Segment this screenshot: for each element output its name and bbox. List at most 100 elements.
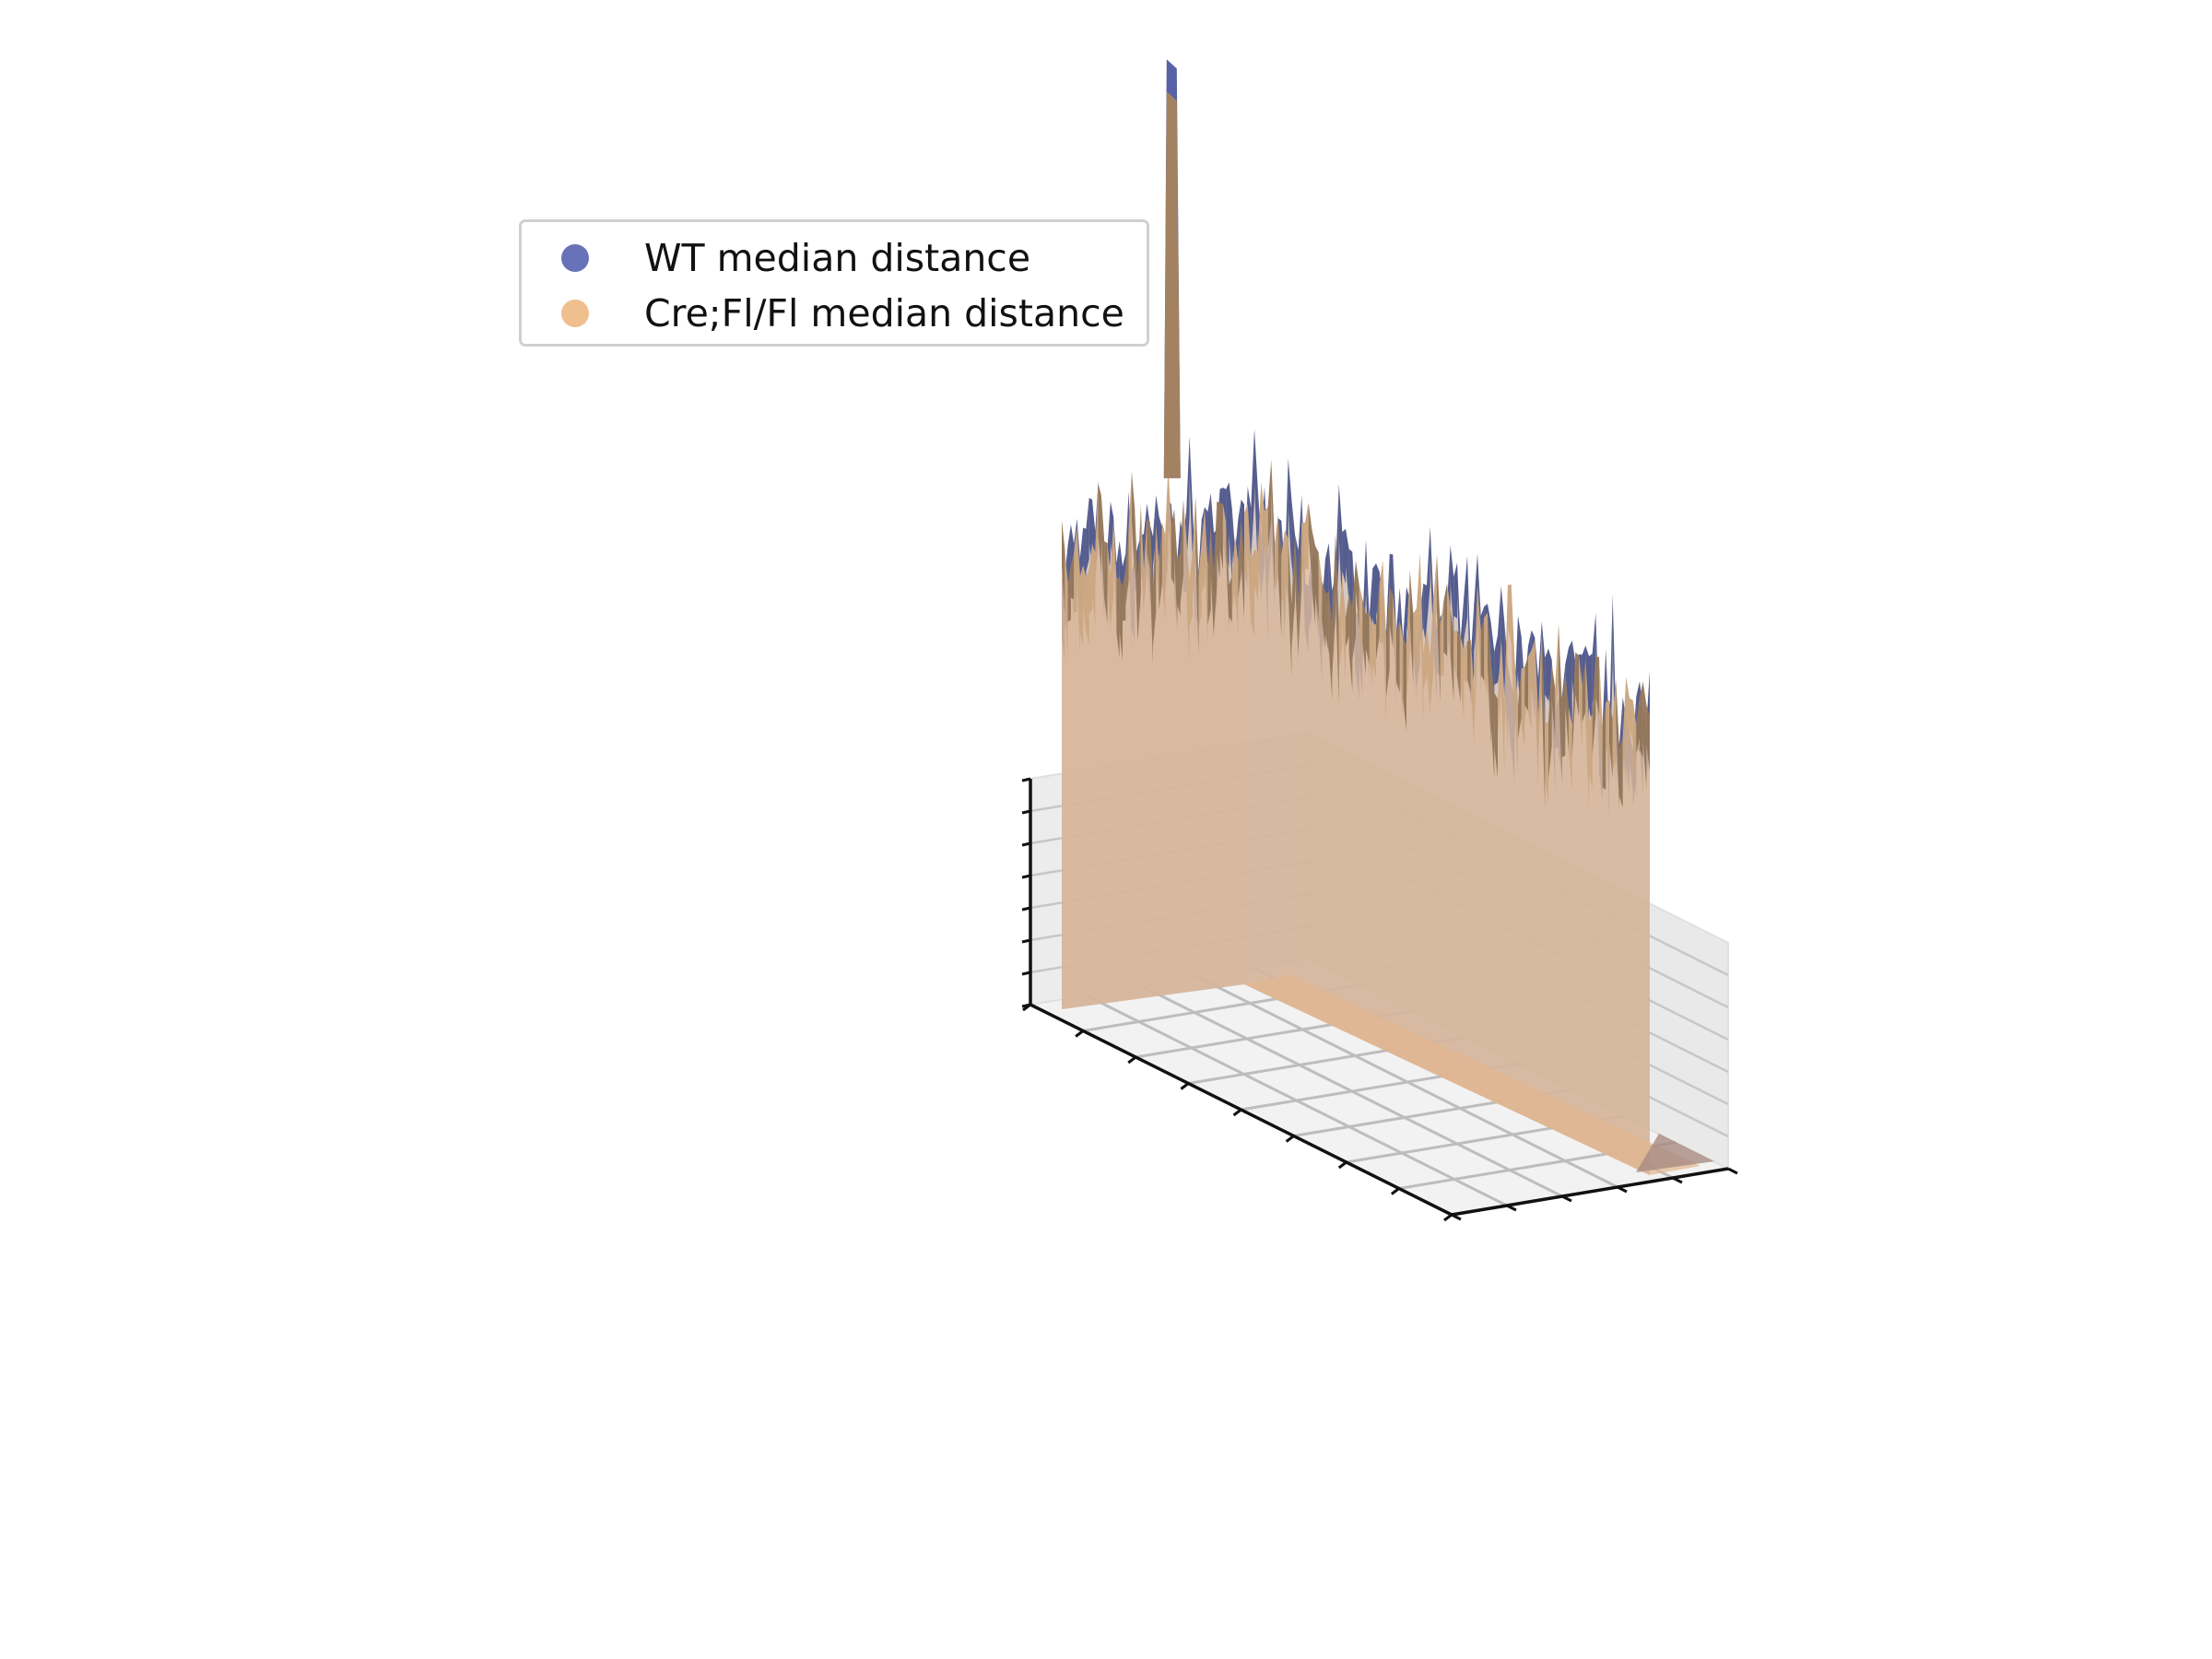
surface-peak-left <box>1153 495 1157 566</box>
surface-peak-right <box>1356 560 1359 629</box>
surface-peak-right <box>1265 506 1268 556</box>
surface-peak-left <box>1153 524 1157 646</box>
surface-peak-right <box>1511 584 1515 736</box>
surface-peak-right <box>1419 553 1424 723</box>
surface-peak-right <box>1559 624 1562 785</box>
surface-peak-right <box>1254 429 1258 568</box>
z-tick <box>1021 971 1031 976</box>
surface-peak-left <box>1144 518 1147 609</box>
surface-peak-right <box>1437 555 1441 704</box>
y-tick <box>1672 1176 1683 1184</box>
surface-peak-left <box>1161 522 1166 618</box>
surface-peak-right <box>1346 528 1349 603</box>
surface-peak-right <box>1630 698 1633 743</box>
surface-peak-left <box>1192 496 1196 597</box>
surface-peak-left <box>1171 509 1175 585</box>
surface-peak-right <box>1488 612 1491 745</box>
surface-peak-left <box>1131 471 1135 580</box>
surface-peak-left <box>1104 541 1108 624</box>
surface-peak-right <box>1467 640 1471 694</box>
surface-peak-right <box>1427 627 1430 715</box>
surface-peak-right <box>1545 722 1548 802</box>
surface-peak-right <box>1528 650 1532 729</box>
legend-label-wt: WT median distance <box>644 236 1031 280</box>
surface-peak-left <box>1137 505 1141 641</box>
surface-peak-left <box>1217 501 1220 579</box>
surface-peak-right <box>1423 627 1427 688</box>
surface-peak-right <box>1440 601 1444 677</box>
z-tick <box>1021 841 1031 847</box>
surface-peak-left <box>1214 501 1218 633</box>
surface-peak-right <box>1646 705 1650 772</box>
surface-peak-left <box>1100 495 1105 600</box>
x-tick <box>1285 1135 1295 1143</box>
surface-peak-right <box>1348 594 1353 691</box>
x-tick <box>1390 1187 1400 1195</box>
surface-peak-right <box>1322 581 1325 649</box>
surface-peak-left <box>1110 522 1114 627</box>
surface-peak-right <box>1362 599 1366 676</box>
surface-peak-left <box>1226 522 1230 629</box>
surface-peak-left <box>1092 544 1096 627</box>
y-tick <box>1617 1185 1628 1194</box>
surface-peak-right <box>1352 560 1356 661</box>
surface-peak-right <box>1450 545 1454 631</box>
surface-peak-right <box>1524 656 1528 712</box>
surface-peak-left <box>1067 566 1071 622</box>
surface-peak-right <box>1403 638 1406 732</box>
surface-peak-right <box>1366 612 1370 665</box>
floor-grid-line <box>1085 994 1508 1207</box>
z-tick <box>1021 777 1031 782</box>
surface-peak-right <box>1386 587 1390 698</box>
surface-peak-right <box>1464 641 1467 684</box>
surface-peak-left <box>1088 498 1092 567</box>
surface-peak-right <box>1622 677 1627 776</box>
surface-peak-right <box>1423 583 1427 650</box>
surface-peak-right <box>1571 652 1576 759</box>
surface-peak-right <box>1291 535 1295 650</box>
surface-peak-left <box>1205 509 1208 648</box>
surface-peak-left <box>1140 505 1145 623</box>
surface-peak-left <box>1238 522 1241 599</box>
surface-peak-left <box>1156 524 1159 611</box>
surface-peak-right <box>1521 666 1525 748</box>
surface-peak-right <box>1548 665 1552 780</box>
y-tick <box>1727 1167 1738 1175</box>
surface-peak-right <box>1396 621 1400 693</box>
surface-peak-right <box>1338 484 1343 609</box>
surface-peak-right <box>1335 534 1339 706</box>
surface-peak-right <box>1535 640 1538 788</box>
surface-peak-right <box>1325 592 1329 653</box>
surface-peak-right <box>1382 559 1386 724</box>
x-tick <box>1180 1082 1190 1090</box>
surface-peak-right <box>1251 429 1254 559</box>
surface-peak-right <box>1346 594 1349 647</box>
surface-peak-left <box>1095 483 1099 587</box>
surface-peak-right <box>1328 593 1333 700</box>
surface-peak-left <box>1219 502 1223 571</box>
surface-peak-left <box>1168 466 1171 582</box>
surface-peak-left <box>1198 541 1202 629</box>
surface-peak-left <box>1149 522 1153 665</box>
surface-peak-right <box>1342 575 1346 681</box>
surface-peak-right <box>1619 738 1623 808</box>
z-tick <box>1021 938 1031 944</box>
surface-peak-right <box>1541 631 1546 809</box>
surface-peak-right <box>1369 612 1373 687</box>
surface-peak-left <box>1125 528 1129 607</box>
surface-peak-right <box>1409 570 1414 684</box>
surface-peak-right <box>1244 503 1248 587</box>
surface-peak-right <box>1312 529 1315 625</box>
surface-peak-right <box>1484 612 1488 697</box>
surface-peak-left <box>1116 577 1120 658</box>
surface-peak-left <box>1123 570 1126 621</box>
legend-marker-wt <box>561 244 589 272</box>
surface-peak-right <box>1338 575 1343 671</box>
y-tick <box>1451 1213 1462 1221</box>
surface-peak-right <box>1498 641 1501 735</box>
surface-peak-right <box>1538 631 1542 756</box>
surface-peak-left <box>1113 522 1117 624</box>
surface-peak-left <box>1186 436 1190 565</box>
surface-peak-right <box>1389 587 1394 649</box>
surface-peak-right <box>1589 713 1593 788</box>
